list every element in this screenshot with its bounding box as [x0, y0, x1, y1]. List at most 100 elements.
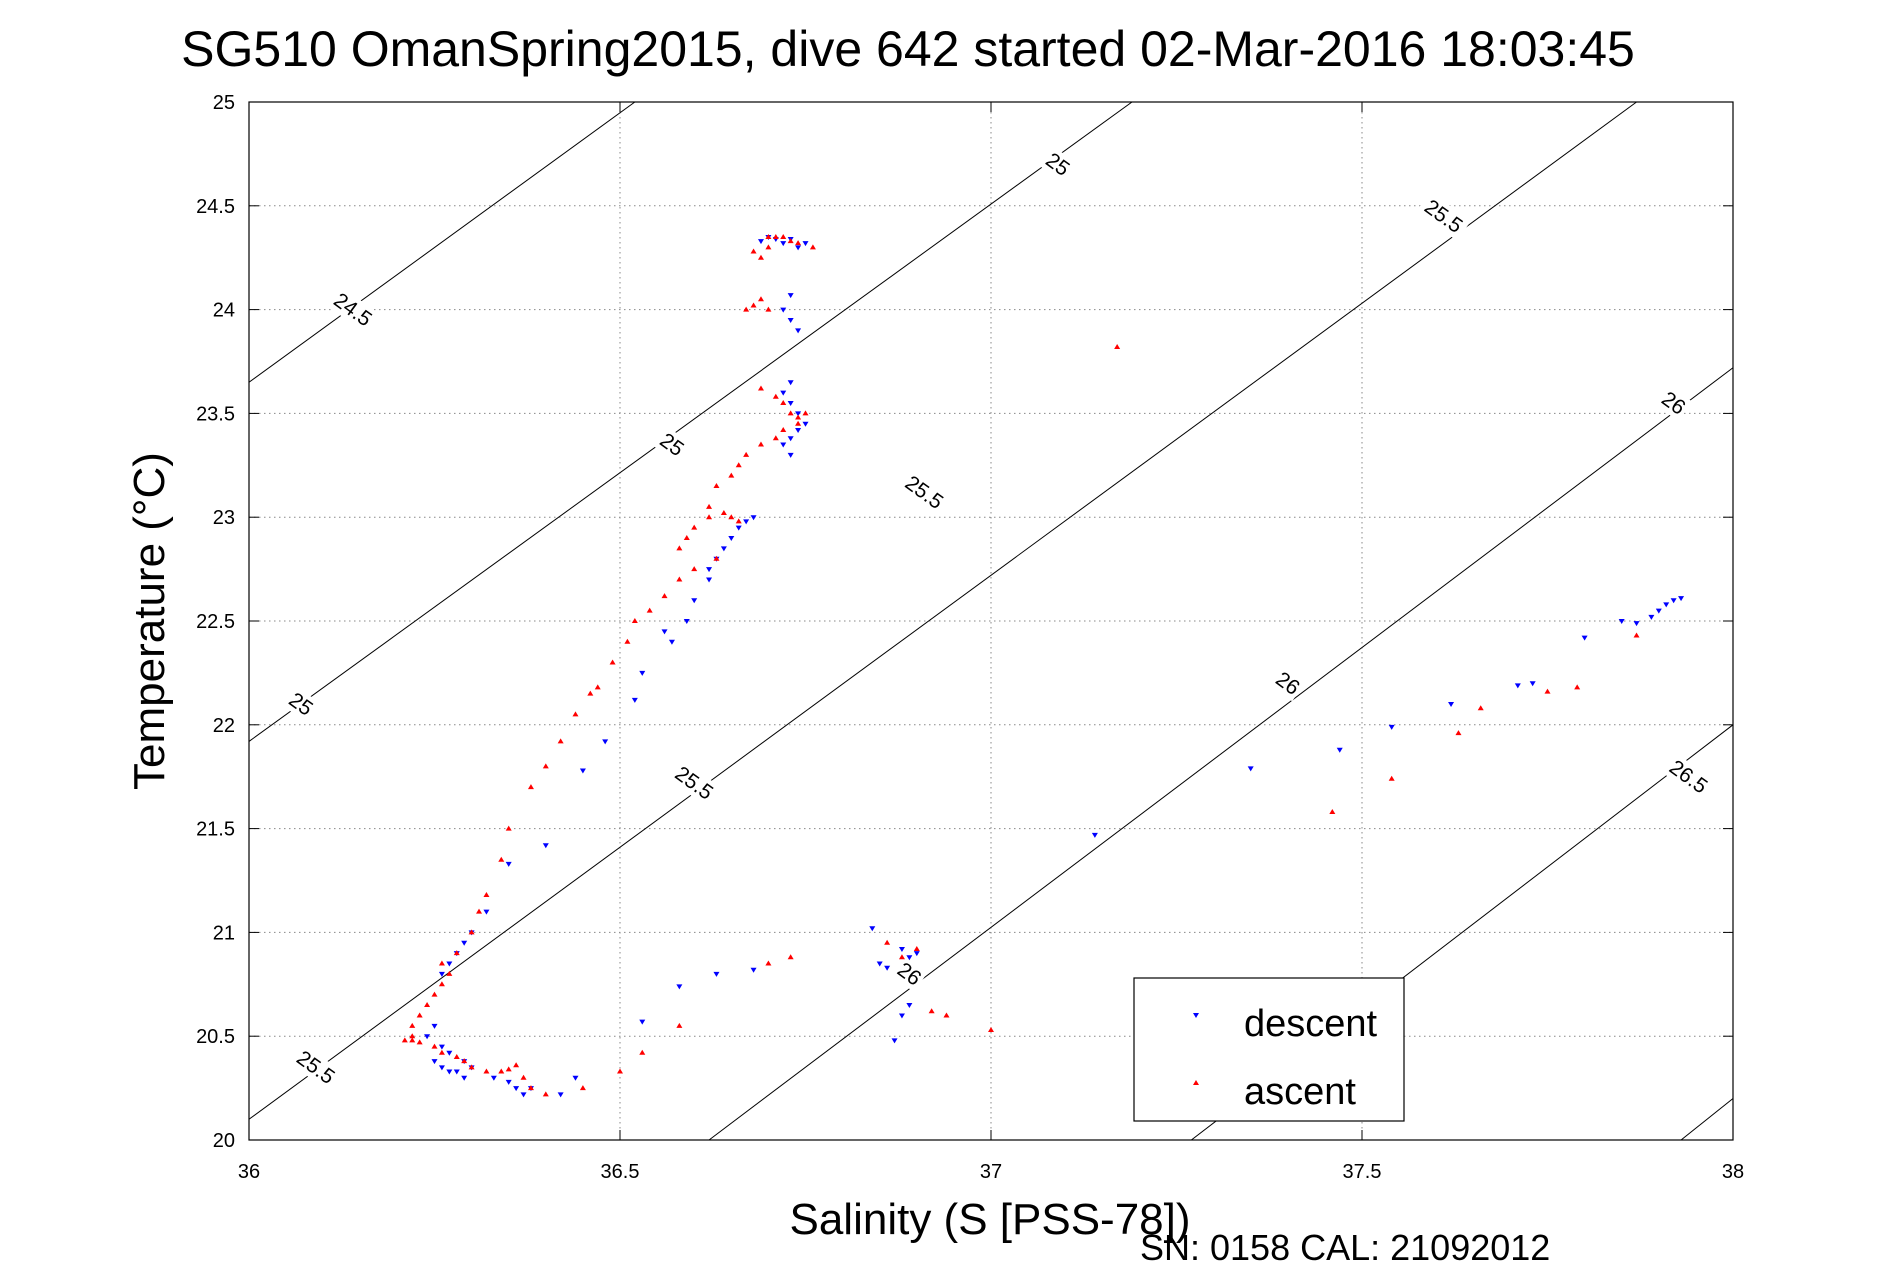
descent-point [795, 411, 802, 417]
descent-point [602, 739, 609, 745]
descent-point [572, 1075, 579, 1081]
ascent-point [928, 1008, 935, 1014]
descent-point [490, 1075, 497, 1081]
descent-point [631, 697, 638, 703]
x-tick-label: 38 [1722, 1161, 1744, 1183]
ascent-point [401, 1037, 408, 1043]
descent-point [1529, 681, 1536, 687]
ascent-point [757, 296, 764, 302]
isopycnal-label-bg [1269, 665, 1307, 702]
descent-point [1247, 766, 1254, 772]
ascent-point [1544, 688, 1551, 694]
descent-point [1633, 621, 1640, 627]
descent-point [1648, 614, 1655, 620]
ascent-point [557, 738, 564, 744]
ascent-point [795, 414, 802, 420]
ascent-point [1388, 775, 1395, 781]
ascent-point [624, 638, 631, 644]
descent-point [542, 843, 549, 849]
descent-point [795, 328, 802, 334]
descent-point [461, 940, 468, 946]
y-tick-label: 23 [213, 507, 235, 529]
descent-point [438, 971, 445, 977]
ascent-point [661, 593, 668, 599]
descent-point [513, 1086, 520, 1092]
ascent-point [513, 1062, 520, 1068]
ascent-point [431, 1043, 438, 1049]
y-tick-label: 21 [213, 922, 235, 944]
descent-point [706, 567, 713, 573]
descent-point [787, 317, 794, 323]
ascent-point [639, 1049, 646, 1055]
ascent-point [765, 960, 772, 966]
descent-point [691, 598, 698, 604]
descent-point [438, 1065, 445, 1071]
ascent-point [780, 233, 787, 239]
descent-point [639, 1019, 646, 1025]
descent-point [706, 577, 713, 583]
descent-point [1663, 602, 1670, 608]
descent-point [787, 436, 794, 442]
ascent-point [780, 400, 787, 406]
ascent-point [720, 510, 727, 516]
descent-point [661, 629, 668, 635]
ascent-point [750, 248, 757, 254]
descent-point [1091, 832, 1098, 838]
descent-point [424, 1034, 431, 1040]
descent-point [898, 947, 905, 953]
isopycnal-label-bg [1416, 191, 1471, 241]
ascent-point [728, 472, 735, 478]
descent-point [802, 241, 809, 247]
descent-point [884, 965, 891, 971]
y-tick-label: 20.5 [196, 1026, 235, 1048]
ascent-point [631, 618, 638, 623]
ascent-point [409, 1037, 416, 1043]
ascent-point [542, 763, 549, 769]
ascent-point [772, 393, 779, 399]
isopycnal-label-bg [891, 955, 928, 992]
descent-point [787, 401, 794, 407]
ascent-point [1329, 808, 1336, 814]
isopycnal-label-bg [288, 1042, 344, 1092]
descent-point [461, 1075, 468, 1081]
descent-point [780, 442, 787, 448]
descent-point [505, 861, 512, 867]
ascent-point [438, 960, 445, 966]
isopycnal-label-bg [896, 467, 952, 517]
descent-point [802, 421, 809, 427]
y-axis-label: Temperature (°C) [125, 452, 174, 790]
ascent-point [438, 981, 445, 987]
descent-point [1448, 702, 1455, 708]
ascent-point [461, 1058, 468, 1064]
ascent-point [691, 566, 698, 572]
isopycnal-line [708, 367, 1734, 1141]
x-tick-label: 37.5 [1343, 1161, 1382, 1183]
y-tick-label: 20 [213, 1130, 235, 1152]
legend: descent ascent [1133, 977, 1405, 1122]
ascent-point [431, 991, 438, 997]
descent-point [520, 1092, 527, 1098]
ascent-point [468, 929, 475, 935]
ascent-point [713, 483, 720, 489]
ascent-point [1574, 684, 1581, 690]
y-tick-label: 22 [213, 715, 235, 737]
isopycnal-label-bg [1661, 752, 1716, 802]
ascent-point [409, 1022, 416, 1028]
descent-point [453, 1069, 460, 1075]
descent-point [787, 380, 794, 386]
y-tick-label: 23.5 [196, 403, 235, 425]
y-tick-label: 25 [213, 92, 235, 114]
isopycnal-line [248, 101, 1133, 742]
ascent-point [676, 545, 683, 551]
ascent-point [988, 1026, 994, 1032]
ascent-point [735, 462, 742, 468]
ascent-point [483, 1068, 490, 1074]
ascent-point [1455, 730, 1462, 736]
ascent-point [750, 302, 757, 308]
descent-point [780, 241, 787, 247]
ascent-point [1633, 632, 1640, 638]
ascent-point [943, 1012, 950, 1018]
y-tick-label: 24 [213, 300, 235, 322]
ascent-point [757, 441, 764, 447]
